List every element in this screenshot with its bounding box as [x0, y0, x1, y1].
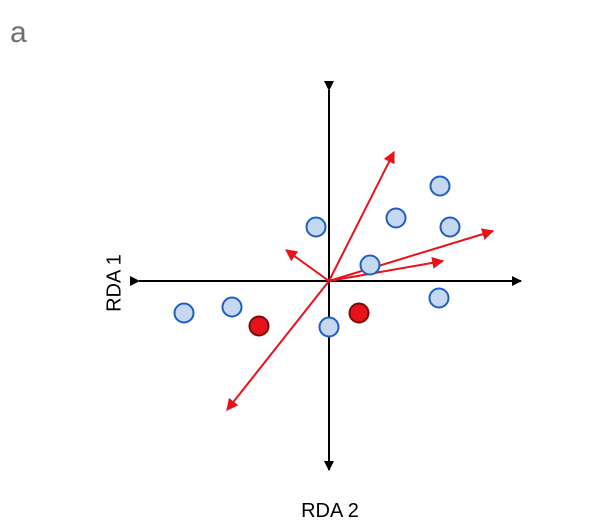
red-point	[348, 302, 370, 324]
vector-arrows	[226, 150, 495, 411]
blue-point	[428, 287, 450, 309]
x-axis-label: RDA 2	[301, 500, 359, 522]
red-point	[248, 315, 270, 337]
blue-point	[385, 207, 407, 229]
blue-point	[305, 216, 327, 238]
blue-point	[439, 216, 461, 238]
blue-point	[429, 175, 451, 197]
y-axis-label: RDA 1	[103, 254, 126, 312]
blue-point	[173, 302, 195, 324]
vector-arrow	[328, 256, 445, 282]
blue-point	[318, 316, 340, 338]
panel-label: a	[10, 16, 27, 49]
vector-arrow	[285, 249, 330, 282]
vector-arrow	[328, 150, 395, 282]
blue-point	[221, 296, 243, 318]
vector-arrow	[226, 280, 330, 411]
vector-arrow	[328, 228, 495, 282]
blue-point	[359, 254, 381, 276]
blue-points	[173, 175, 461, 338]
red-points	[248, 302, 370, 337]
